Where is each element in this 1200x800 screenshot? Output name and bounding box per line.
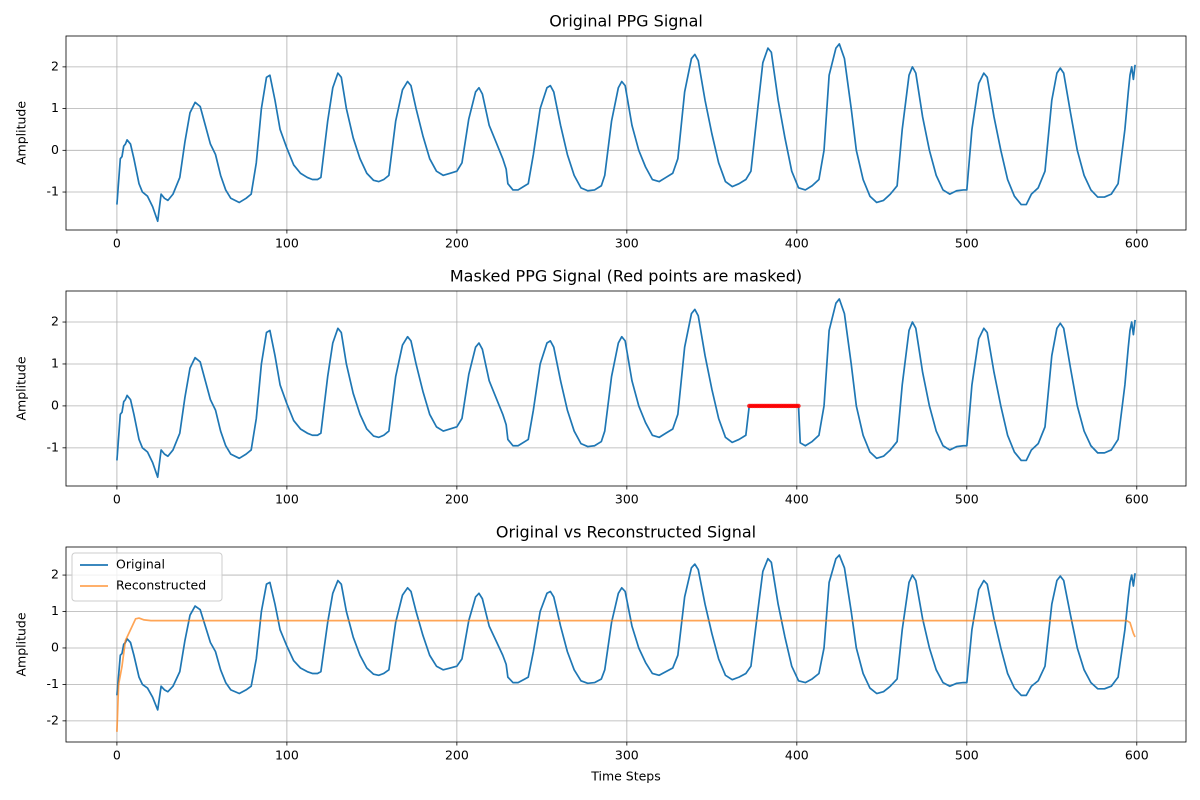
legend-label: Reconstructed — [116, 578, 206, 593]
x-tick-label: 300 — [615, 236, 639, 251]
y-tick-label: -1 — [47, 184, 59, 199]
x-tick-label: 200 — [445, 236, 469, 251]
x-tick-label: 500 — [955, 236, 979, 251]
y-tick-label: -2 — [47, 712, 59, 727]
y-tick-label: 0 — [51, 142, 59, 157]
signal-line — [116, 43, 1136, 223]
y-tick-label: -1 — [47, 439, 59, 454]
x-tick-label: 0 — [113, 748, 121, 763]
axes-frame — [65, 290, 1187, 487]
x-tick-label: 600 — [1125, 236, 1149, 251]
x-tick-label: 100 — [275, 492, 299, 507]
chart-title: Masked PPG Signal (Red points are masked… — [450, 267, 802, 286]
signal-line — [116, 298, 1136, 479]
x-tick-label: 300 — [615, 748, 639, 763]
signal-line — [116, 554, 1136, 711]
y-tick-label: 2 — [51, 567, 59, 582]
y-tick-label: 0 — [51, 397, 59, 412]
x-tick-label: 200 — [445, 748, 469, 763]
y-tick-label: 2 — [51, 314, 59, 329]
legend-box — [71, 552, 223, 602]
y-tick-label: 0 — [51, 639, 59, 654]
y-tick-label: 1 — [51, 355, 59, 370]
x-tick-label: 300 — [615, 492, 639, 507]
chart-title: Original PPG Signal — [549, 12, 703, 31]
axes-frame — [65, 35, 1187, 231]
y-axis-label: Amplitude — [14, 612, 29, 676]
x-tick-label: 0 — [113, 492, 121, 507]
axes-frame — [65, 546, 1187, 743]
y-axis-label: Amplitude — [14, 356, 29, 420]
y-tick-label: -1 — [47, 676, 59, 691]
x-axis-label: Time Steps — [590, 769, 661, 784]
x-tick-label: 600 — [1125, 492, 1149, 507]
x-tick-label: 500 — [955, 492, 979, 507]
x-tick-label: 500 — [955, 748, 979, 763]
masked-point — [796, 403, 801, 409]
x-tick-label: 400 — [785, 748, 809, 763]
chart-title: Original vs Reconstructed Signal — [496, 523, 756, 542]
y-tick-label: 2 — [51, 58, 59, 73]
x-tick-label: 400 — [785, 492, 809, 507]
signal-line — [116, 617, 1136, 732]
legend-label: Original — [116, 557, 165, 572]
y-axis-label: Amplitude — [14, 101, 29, 165]
x-tick-label: 100 — [275, 236, 299, 251]
x-tick-label: 0 — [113, 236, 121, 251]
x-tick-label: 200 — [445, 492, 469, 507]
x-tick-label: 400 — [785, 236, 809, 251]
y-tick-label: 1 — [51, 603, 59, 618]
x-tick-label: 600 — [1125, 748, 1149, 763]
y-tick-label: 1 — [51, 100, 59, 115]
x-tick-label: 100 — [275, 748, 299, 763]
